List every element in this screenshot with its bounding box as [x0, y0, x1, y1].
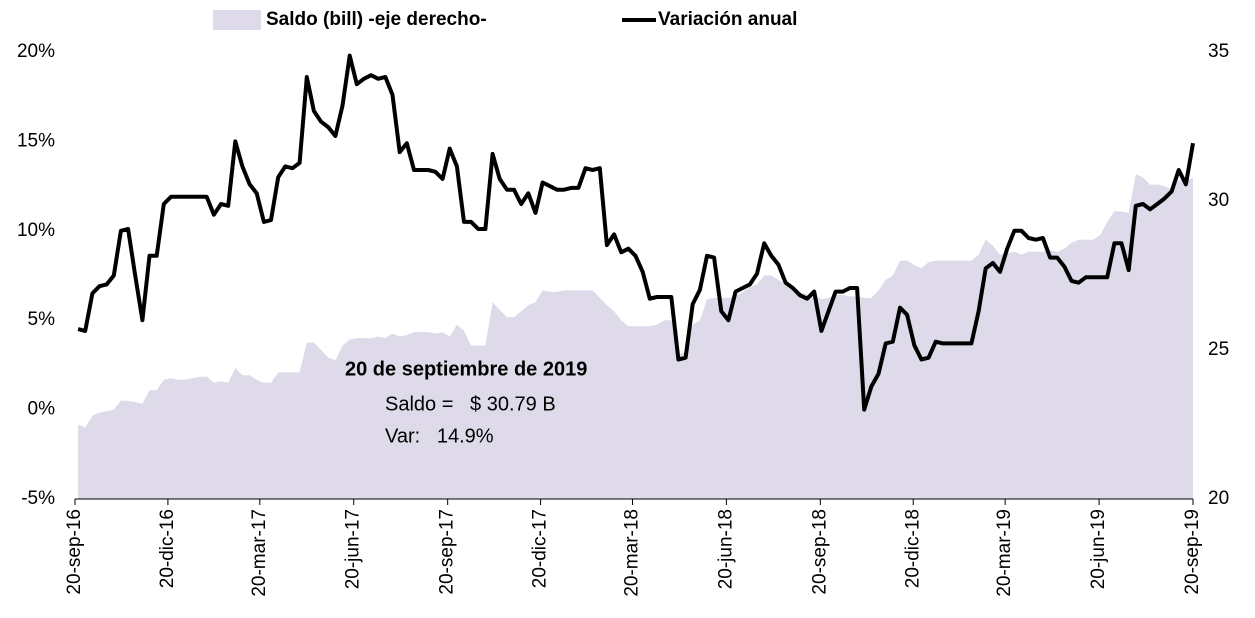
y2-tick-label: 30: [1208, 190, 1229, 211]
x-tick-label: 20-mar-19: [994, 509, 1015, 597]
y-tick-label: 20%: [17, 41, 55, 62]
legend-label: Saldo (bill) -eje derecho-: [266, 9, 487, 30]
annotation: Saldo = $ 30.79 B: [385, 393, 556, 415]
y-tick-label: 0%: [28, 399, 56, 420]
x-tick-label: 20-mar-17: [249, 509, 270, 597]
x-tick-label: 20-mar-18: [621, 509, 642, 597]
y2-tick-label: 35: [1208, 41, 1229, 62]
x-tick-label: 20-dic-17: [530, 509, 551, 588]
line: [77, 53, 1195, 412]
plot-area: [77, 53, 1195, 499]
area: [78, 174, 1194, 499]
x-tick-label: 20-jun-19: [1088, 509, 1109, 589]
x-tick-label: 20-dic-18: [902, 509, 923, 588]
x-tick-label: 20-sep-16: [64, 509, 85, 595]
y-tick-label: 10%: [17, 220, 55, 241]
annotation: Var: 14.9%: [385, 425, 494, 447]
x-tick-label: 20-dic-16: [157, 509, 178, 588]
x-tick-label: 20-sep-17: [437, 509, 458, 595]
y2-tick-label: 20: [1208, 488, 1229, 509]
legend-label: Variación anual: [658, 9, 797, 30]
y-tick-label: 15%: [17, 130, 55, 151]
y-tick-label: -5%: [21, 488, 55, 509]
y2-tick-label: 25: [1208, 339, 1229, 360]
y-tick-label: 5%: [28, 309, 56, 330]
annotation-title: 20 de septiembre de 2019: [345, 358, 587, 380]
x-tick-label: 20-jun-18: [715, 509, 736, 589]
legend-swatch-area: [213, 10, 261, 30]
x-tick-label: 20-sep-18: [809, 509, 830, 595]
x-tick-label: 20-jun-17: [343, 509, 364, 589]
x-tick-label: 20-sep-19: [1182, 509, 1203, 595]
